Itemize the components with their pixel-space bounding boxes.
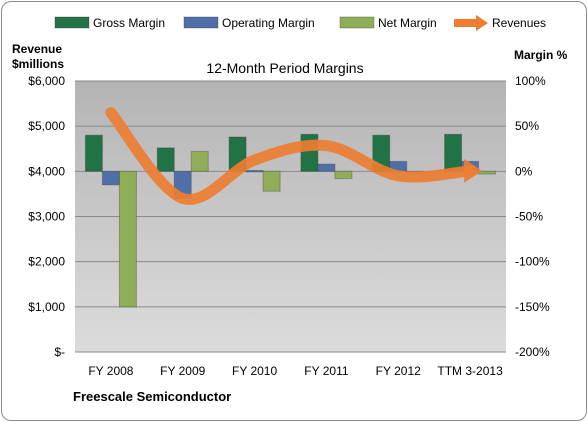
right-tick-label: -100% bbox=[515, 255, 550, 269]
left-axis-label-line2: $millions bbox=[12, 57, 64, 71]
right-tick-label: -200% bbox=[515, 345, 550, 359]
bar-operating-margin bbox=[101, 170, 120, 186]
legend-swatch bbox=[54, 16, 90, 29]
right-tick-label: -50% bbox=[515, 210, 543, 224]
bar-gross-margin bbox=[156, 147, 175, 172]
bar-net-margin bbox=[118, 170, 137, 308]
gridlines bbox=[75, 80, 506, 353]
revenues-arrowhead bbox=[464, 158, 483, 183]
legend-label: Revenues bbox=[492, 16, 546, 30]
left-tick-label: $5,000 bbox=[28, 119, 65, 133]
right-tick-label: 50% bbox=[515, 119, 539, 133]
legend-label: Net Margin bbox=[378, 16, 437, 30]
revenues-series-line bbox=[105, 107, 476, 205]
x-tick-label: TTM 3-2013 bbox=[437, 364, 503, 378]
x-tick-label: FY 2011 bbox=[304, 364, 349, 378]
bar-net-margin bbox=[334, 170, 353, 180]
right-axis-labels: -200% -150% -100% -50% 0% 50% 100% bbox=[515, 74, 550, 359]
left-tick-label: $4,000 bbox=[28, 164, 65, 178]
bars bbox=[84, 133, 497, 308]
bar-net-margin bbox=[190, 150, 209, 172]
chart-title: 12-Month Period Margins bbox=[206, 60, 363, 76]
bar-operating-margin bbox=[317, 163, 336, 172]
left-tick-label: $2,000 bbox=[28, 255, 65, 269]
right-tick-label: -150% bbox=[515, 300, 550, 314]
legend-arrow bbox=[476, 15, 488, 31]
left-tick-label: $- bbox=[54, 345, 65, 359]
legend-swatch bbox=[339, 16, 375, 29]
x-tick-label: FY 2008 bbox=[88, 364, 133, 378]
left-tick-label: $1,000 bbox=[28, 300, 65, 314]
left-axis-label-line1: Revenue bbox=[12, 42, 62, 56]
legend-swatch bbox=[183, 16, 219, 29]
legend: Gross Margin Operating Margin Net Margin Re… bbox=[54, 15, 546, 31]
left-tick-label: $3,000 bbox=[28, 210, 65, 224]
bar-gross-margin bbox=[84, 134, 103, 172]
x-axis-labels: FY 2008 FY 2009 FY 2010 FY 2011 FY 2012 TTM 3… bbox=[88, 364, 503, 378]
bar-gross-margin bbox=[444, 133, 463, 172]
x-tick-label: FY 2009 bbox=[160, 364, 205, 378]
right-axis-label: Margin % bbox=[514, 48, 568, 62]
x-tick-label: FY 2010 bbox=[232, 364, 277, 378]
bar-operating-margin bbox=[245, 169, 264, 173]
right-tick-label: 0% bbox=[515, 164, 533, 178]
legend-label: Gross Margin bbox=[93, 16, 165, 30]
revenues-line bbox=[105, 107, 483, 205]
left-tick-label: $6,000 bbox=[28, 74, 65, 88]
bar-net-margin bbox=[478, 170, 497, 175]
x-tick-label: FY 2012 bbox=[376, 364, 421, 378]
left-axis-labels: $- $1,000 $2,000 $3,000 $4,000 $5,000 $6,000 bbox=[28, 74, 65, 359]
source-label: Freescale Semiconductor bbox=[73, 389, 231, 404]
bar-net-margin bbox=[262, 170, 281, 192]
legend-label: Operating Margin bbox=[222, 16, 315, 30]
right-tick-label: 100% bbox=[515, 74, 546, 88]
